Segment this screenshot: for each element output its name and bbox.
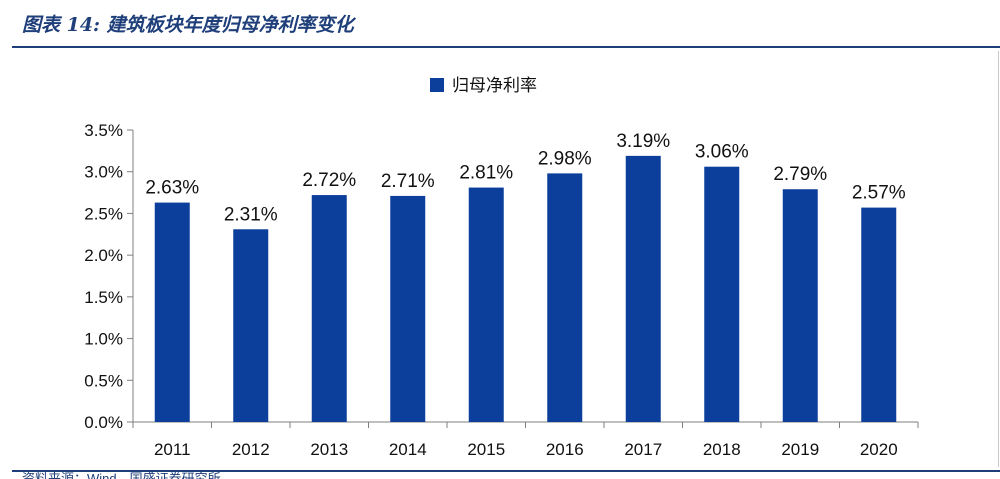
x-tick-label: 2016 bbox=[546, 440, 584, 459]
bar-2011 bbox=[154, 202, 190, 422]
footer-rule bbox=[12, 470, 1000, 472]
x-tick-label: 2020 bbox=[860, 440, 898, 459]
legend-swatch bbox=[430, 78, 444, 92]
y-axis: 0.0% 0.5% 1.0% 1.5% 2.0% 2.5% 3.0% 3.5% bbox=[84, 121, 134, 432]
bar-2020 bbox=[861, 207, 897, 422]
bar-2019 bbox=[782, 189, 818, 422]
bar-2018 bbox=[704, 166, 740, 422]
y-tick-label: 3.0% bbox=[84, 163, 123, 182]
data-label-2011: 2.63% bbox=[145, 178, 199, 199]
chart-legend: 归母净利率 bbox=[430, 76, 537, 95]
data-label-2014: 2.71% bbox=[381, 171, 435, 192]
bar-2016 bbox=[547, 173, 583, 422]
bar-2013 bbox=[311, 195, 347, 422]
x-tick-label: 2014 bbox=[389, 440, 427, 459]
x-tick-label: 2017 bbox=[624, 440, 662, 459]
legend-label: 归母净利率 bbox=[452, 76, 537, 95]
bar-series bbox=[154, 155, 897, 422]
x-tick-label: 2012 bbox=[232, 440, 270, 459]
data-labels: 2.63% 2.31% 2.72% 2.71% 2.81% 2.98% 3.19% 3.06%… bbox=[145, 131, 905, 225]
data-label-2019: 2.79% bbox=[773, 164, 827, 185]
bar-2014 bbox=[390, 195, 426, 422]
title-rule bbox=[12, 46, 1000, 48]
source-note: 资料来源：Wind，国盛证券研究所 bbox=[22, 472, 221, 479]
data-label-2017: 3.19% bbox=[616, 131, 670, 152]
bar-2017 bbox=[625, 155, 661, 422]
bar-2015 bbox=[468, 187, 504, 422]
x-axis: 2011 2012 2013 2014 2015 2016 2017 2018 2019 2020 bbox=[132, 421, 919, 459]
x-tick-label: 2018 bbox=[703, 440, 741, 459]
chart-frame bbox=[12, 51, 999, 467]
data-label-2015: 2.81% bbox=[459, 163, 513, 184]
x-tick-label: 2011 bbox=[154, 440, 191, 459]
y-tick-label: 0.0% bbox=[84, 413, 123, 432]
y-tick-label: 2.0% bbox=[84, 246, 123, 265]
y-tick-label: 1.0% bbox=[84, 330, 123, 349]
y-tick-label: 3.5% bbox=[84, 121, 123, 140]
data-label-2020: 2.57% bbox=[852, 183, 906, 204]
y-tick-label: 0.5% bbox=[84, 371, 123, 390]
x-tick-label: 2019 bbox=[781, 440, 819, 459]
y-tick-label: 2.5% bbox=[84, 204, 123, 223]
data-label-2016: 2.98% bbox=[538, 148, 592, 169]
data-label-2013: 2.72% bbox=[302, 170, 356, 191]
x-tick-label: 2015 bbox=[467, 440, 505, 459]
bar-2012 bbox=[233, 229, 269, 422]
figure-title: 图表 14: 建筑板块年度归母净利率变化 bbox=[22, 14, 354, 36]
x-tick-label: 2013 bbox=[310, 440, 348, 459]
data-label-2012: 2.31% bbox=[224, 204, 278, 225]
data-label-2018: 3.06% bbox=[695, 142, 749, 163]
y-tick-label: 1.5% bbox=[84, 288, 123, 307]
